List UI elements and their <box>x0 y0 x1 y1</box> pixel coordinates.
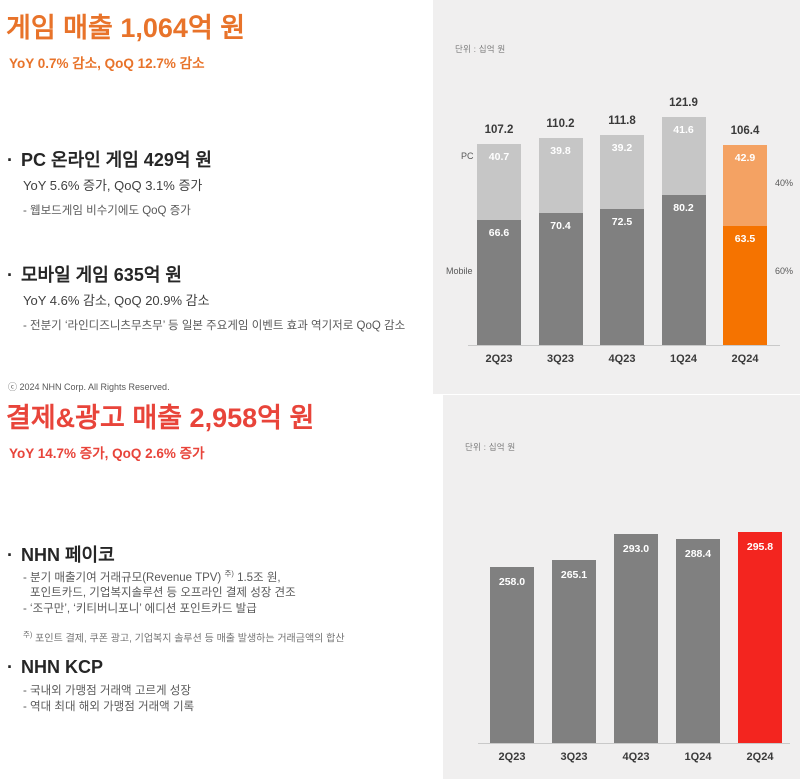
pc-game-heading-text: PC 온라인 게임 429억 원 <box>21 150 212 170</box>
payco-heading-text: NHN 페이코 <box>21 545 115 565</box>
game-title-prefix: 게임 매출 <box>6 13 121 43</box>
mobile-game-heading-text: 모바일 게임 635억 원 <box>21 265 182 285</box>
payco-note-tpv-text: - 분기 매출기여 거래규모(Revenue TPV) <box>23 571 225 584</box>
payco-note-tpv-value: 1.5조 원, <box>233 571 281 584</box>
category-label-4q23: 4Q23 <box>608 353 636 365</box>
payment-title-prefix: 결제&광고 매출 <box>6 403 190 433</box>
bar-value-4q23: 293.0 <box>622 543 650 556</box>
bar-total-1q24: 121.9 <box>669 96 698 109</box>
payco-footnote-text: 포인트 결제, 쿠폰 광고, 기업복지 솔루션 등 매출 발생하는 거래금액의 … <box>32 633 345 645</box>
payment-chart-unit-label: 단위 : 십억 원 <box>465 442 516 452</box>
mobile-game-note: - 전분기 ‘라인디즈니츠무츠무’ 등 일본 주요게임 이벤트 효과 역기저로 … <box>23 320 406 332</box>
bar-segment-mobile-4q23 <box>600 208 644 345</box>
mobile-game-sub: YoY 4.6% 감소, QoQ 20.9% 감소 <box>23 293 210 308</box>
game-title-value: 1,064억 원 <box>120 13 246 43</box>
pc-game-sub: YoY 5.6% 증가, QoQ 3.1% 증가 <box>23 178 203 193</box>
bar-value-pc-4q23: 39.2 <box>611 142 633 155</box>
category-label-1q24: 1Q24 <box>684 751 712 763</box>
payment-title-value: 2,958억 원 <box>189 403 315 433</box>
payment-chart-plot: 258.0 2Q23 265.1 3Q23 293.0 4Q23 288.4 1Q24 295.… <box>443 395 800 779</box>
payco-footnote: 주) 포인트 결제, 쿠폰 광고, 기업복지 솔루션 등 매출 발생하는 거래금… <box>23 629 345 644</box>
bar-segment-pc-4q23 <box>600 135 644 209</box>
bullet-icon: · <box>7 545 13 565</box>
mobile-share-label: 60% <box>775 266 794 276</box>
category-label-2q24: 2Q24 <box>731 353 759 365</box>
payment-chart-panel: 단위 : 십억 원 258.0 2Q23 265.1 3Q23 293.0 4Q23 288… <box>443 395 800 779</box>
category-label-3q23: 3Q23 <box>560 751 588 763</box>
payco-note-tpv: - 분기 매출기여 거래규모(Revenue TPV) 주) 1.5조 원, <box>23 566 296 586</box>
bar-segment-pc-2q24 <box>723 145 767 226</box>
category-label-2q24: 2Q24 <box>746 751 774 763</box>
bar-value-pc-2q24: 42.9 <box>734 152 756 165</box>
kcp-note-domestic: - 국내외 가맹점 거래액 고르게 성장 <box>23 685 191 697</box>
bar-segment-mobile-1q24 <box>661 194 706 345</box>
bar-3q23 <box>552 560 596 743</box>
pc-game-note: - 웹보드게임 비수기에도 QoQ 증가 <box>23 205 191 217</box>
kcp-heading-text: NHN KCP <box>21 657 104 677</box>
game-revenue-subtitle: YoY 0.7% 감소, QoQ 12.7% 감소 <box>9 56 205 71</box>
pc-game-heading: · PC 온라인 게임 429억 원 <box>7 146 212 172</box>
bar-total-2q23: 107.2 <box>484 123 514 136</box>
game-chart-x-axis <box>468 345 780 346</box>
legend-mobile-label: Mobile <box>446 266 473 276</box>
copyright-text: ⓒ 2024 NHN Corp. All Rights Reserved. <box>8 382 170 392</box>
mobile-game-heading: · 모바일 게임 635억 원 <box>7 261 182 287</box>
payco-note-offline: 포인트카드, 기업복지솔루션 등 오프라인 결제 성장 견조 <box>30 587 296 600</box>
game-chart-panel: 단위 : 십억 원 PC Mobile 40% 60% 66.6 40.7 107.… <box>433 0 800 394</box>
game-chart-unit-label: 단위 : 십억 원 <box>455 44 506 54</box>
payment-chart-x-axis <box>478 743 790 744</box>
payco-notes: - 분기 매출기여 거래규모(Revenue TPV) 주) 1.5조 원, 포… <box>23 566 296 617</box>
footnote-marker: 주) <box>23 630 33 639</box>
kcp-heading: · NHN KCP <box>7 657 103 678</box>
bar-segment-mobile-2q24 <box>723 225 767 345</box>
game-revenue-title: 게임 매출 1,064억 원 <box>6 12 245 45</box>
bullet-icon: · <box>7 150 13 170</box>
bar-segment-pc-3q23 <box>538 138 583 213</box>
bar-value-mobile-1q24: 80.2 <box>673 201 694 214</box>
bar-segment-mobile-2q23 <box>477 220 521 345</box>
pc-share-label: 40% <box>775 178 794 188</box>
category-label-2q23: 2Q23 <box>498 751 526 763</box>
bar-2q24 <box>738 531 782 743</box>
bar-total-4q23: 111.8 <box>608 115 636 128</box>
bar-value-mobile-2q24: 63.5 <box>734 232 756 245</box>
payment-revenue-subtitle: YoY 14.7% 증가, QoQ 2.6% 증가 <box>9 446 205 461</box>
bar-value-mobile-2q23: 66.6 <box>488 227 510 240</box>
kcp-notes: - 국내외 가맹점 거래액 고르게 성장 - 역대 최대 해외 가맹점 거래액 … <box>23 684 194 715</box>
bar-total-2q24: 106.4 <box>730 125 760 138</box>
category-label-2q23: 2Q23 <box>485 353 513 365</box>
category-label-4q23: 4Q23 <box>622 751 650 763</box>
game-chart-plot: 66.6 40.7 107.2 2Q23 70.4 39.8 110.2 3Q23 72.5 39… <box>433 0 800 394</box>
bar-value-2q24: 295.8 <box>746 540 774 553</box>
bar-total-3q23: 110.2 <box>546 118 575 131</box>
bar-value-pc-2q23: 40.7 <box>488 150 510 163</box>
category-label-1q24: 1Q24 <box>670 353 697 365</box>
bar-segment-pc-1q24 <box>661 116 706 195</box>
bar-value-mobile-3q23: 70.4 <box>550 219 571 232</box>
legend-pc-label: PC <box>461 151 474 161</box>
bar-1q24 <box>676 538 720 743</box>
bar-value-2q23: 258.0 <box>498 576 526 588</box>
payment-revenue-title: 결제&광고 매출 2,958억 원 <box>6 402 314 435</box>
bar-value-mobile-4q23: 72.5 <box>611 215 633 228</box>
footnote-marker: 주) <box>224 569 234 578</box>
bar-segment-pc-2q23 <box>477 143 521 221</box>
bar-value-3q23: 265.1 <box>560 569 588 582</box>
payco-note-card: - ‘조구만’, ‘키티버니포니’ 에디션 포인트카드 발급 <box>23 602 257 615</box>
bar-2q23 <box>490 567 534 743</box>
bullet-icon: · <box>7 657 13 677</box>
bar-segment-mobile-3q23 <box>538 212 583 345</box>
bar-value-pc-3q23: 39.8 <box>550 145 571 158</box>
category-label-3q23: 3Q23 <box>547 353 574 365</box>
bar-4q23 <box>614 534 658 743</box>
bullet-icon: · <box>7 265 13 285</box>
kcp-note-overseas: - 역대 최대 해외 가맹점 거래액 기록 <box>23 700 195 713</box>
bar-value-pc-1q24: 41.6 <box>673 123 694 136</box>
bar-value-1q24: 288.4 <box>684 547 712 560</box>
payco-heading: · NHN 페이코 <box>7 541 115 567</box>
